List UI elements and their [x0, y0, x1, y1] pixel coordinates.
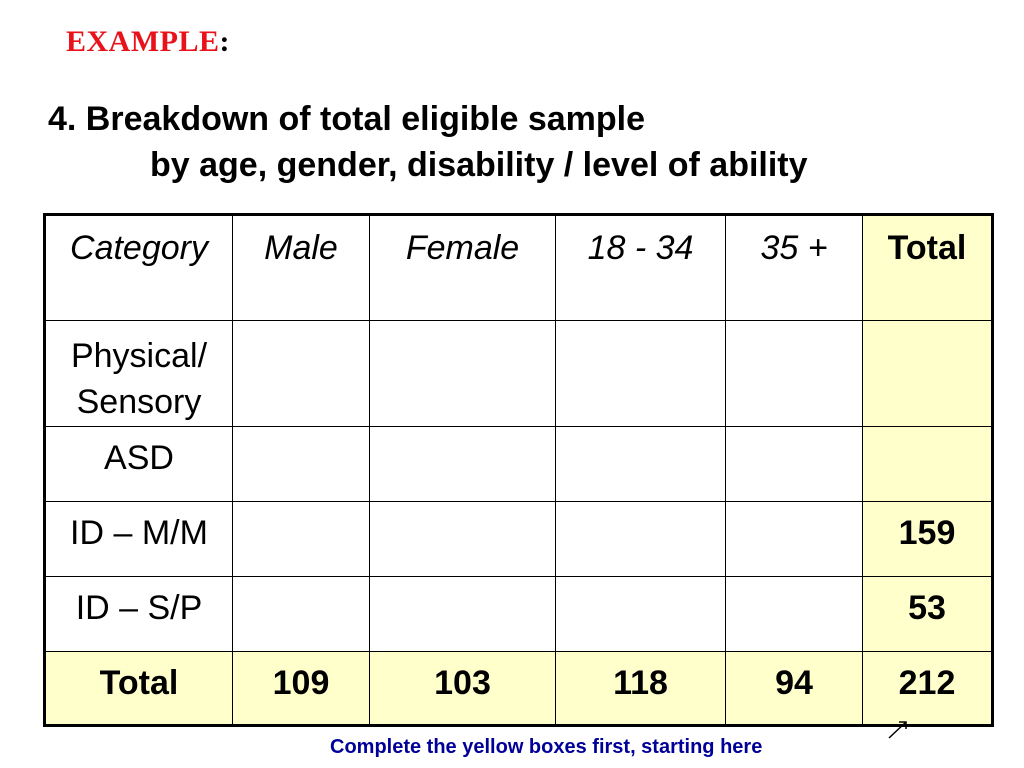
cell-male: [232, 576, 370, 652]
pointer-arrow-icon: [888, 721, 907, 739]
cell-female: [369, 320, 556, 427]
cell-female: [369, 426, 556, 502]
totals-age-18-34: 118: [555, 651, 726, 726]
cell-age-35-plus: [725, 501, 863, 577]
cell-age-18-34: [555, 501, 726, 577]
totals-age-35-plus: 94: [725, 651, 863, 726]
header-age-18-34: 18 - 34: [555, 214, 726, 321]
table-row: ASD: [44, 426, 993, 502]
example-colon: :: [219, 25, 230, 58]
cell-male: [232, 501, 370, 577]
totals-row: Total 109 103 118 94 212: [44, 651, 993, 726]
table-row: ID – M/M 159: [44, 501, 993, 577]
cell-female: [369, 501, 556, 577]
cell-total: 53: [862, 576, 993, 652]
row-label-id-sp: ID – S/P: [44, 576, 233, 652]
header-total: Total: [862, 214, 993, 321]
header-female: Female: [369, 214, 556, 321]
cell-age-35-plus: [725, 320, 863, 427]
totals-female: 103: [369, 651, 556, 726]
slide-heading: 4. Breakdown of total eligible sample by…: [48, 96, 808, 188]
cell-age-18-34: [555, 320, 726, 427]
heading-line-2: by age, gender, disability / level of ab…: [150, 146, 808, 184]
header-male: Male: [232, 214, 370, 321]
cell-age-35-plus: [725, 426, 863, 502]
example-word: EXAMPLE: [66, 25, 220, 58]
example-label: EXAMPLE:: [66, 27, 230, 57]
cell-male: [232, 426, 370, 502]
totals-label: Total: [44, 651, 233, 726]
header-age-35-plus: 35 +: [725, 214, 863, 321]
header-category: Category: [44, 214, 233, 321]
cell-male: [232, 320, 370, 427]
cell-total: 159: [862, 501, 993, 577]
row-label-physical-sensory: Physical/ Sensory: [44, 320, 233, 427]
heading-line-1: 4. Breakdown of total eligible sample: [48, 100, 646, 138]
totals-total: 212: [862, 651, 993, 726]
instruction-note: Complete the yellow boxes first, startin…: [330, 736, 763, 758]
cell-female: [369, 576, 556, 652]
header-row: Category Male Female 18 - 34 35 + Total: [44, 214, 993, 321]
table-row: ID – S/P 53: [44, 576, 993, 652]
totals-male: 109: [232, 651, 370, 726]
cell-total: [862, 426, 993, 502]
row-label-asd: ASD: [44, 426, 233, 502]
cell-total: [862, 320, 993, 427]
cell-age-18-34: [555, 426, 726, 502]
table-row: Physical/ Sensory: [44, 320, 993, 427]
cell-age-35-plus: [725, 576, 863, 652]
row-label-id-mm: ID – M/M: [44, 501, 233, 577]
breakdown-table: Category Male Female 18 - 34 35 + Total …: [43, 213, 994, 727]
cell-age-18-34: [555, 576, 726, 652]
